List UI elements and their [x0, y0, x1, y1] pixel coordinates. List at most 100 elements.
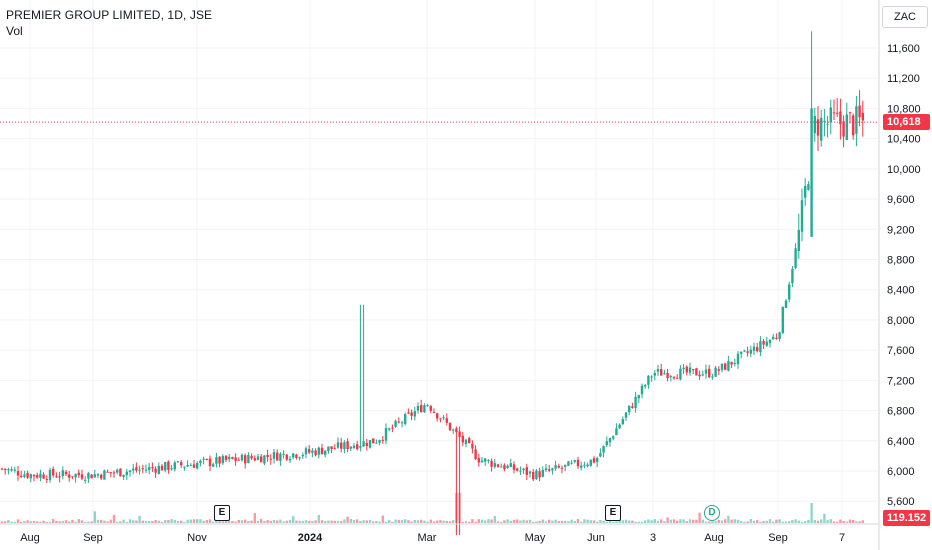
volume-bar [631, 520, 634, 523]
candle [372, 438, 375, 444]
candle [362, 304, 365, 447]
volume-bar [525, 520, 528, 523]
candle [525, 463, 528, 481]
candle [48, 467, 52, 483]
candle-body [244, 455, 247, 464]
candle [317, 446, 320, 459]
time-axis[interactable]: Aug Sep Nov 2024 Mar May Jun 3 Aug Sep 7 [20, 532, 845, 544]
candle-body [132, 468, 135, 471]
candle [180, 460, 183, 469]
volume-bar [468, 521, 471, 523]
candle [311, 448, 314, 458]
candle [288, 456, 292, 464]
candle-body [772, 336, 775, 340]
candle-body [58, 476, 61, 478]
price-tick-label: 6,800 [887, 406, 915, 418]
volume-bar [132, 520, 135, 523]
volume-bar [788, 521, 791, 523]
candle [327, 446, 330, 454]
candle-body [631, 406, 634, 409]
candle-body [461, 435, 464, 443]
candle-body [144, 469, 148, 471]
volume-bar [266, 520, 269, 523]
candle-body [839, 111, 842, 125]
candle-body [196, 463, 199, 469]
candle-body [852, 115, 855, 136]
volume-bar [26, 520, 29, 523]
volume-bar [522, 519, 525, 523]
volume-bar [221, 521, 224, 523]
volume-bar [336, 521, 340, 523]
candle-body [125, 471, 128, 476]
volume-bar [356, 519, 359, 523]
candle [708, 364, 711, 379]
candle-body [615, 428, 618, 436]
volume-bar [352, 519, 356, 523]
candle-body [90, 474, 93, 479]
candle-body [752, 346, 756, 351]
volume-bar [797, 520, 800, 523]
candle-body [109, 472, 112, 474]
earnings-marker[interactable]: E [214, 505, 230, 521]
candle-body [692, 369, 695, 371]
volume-bar [109, 519, 112, 523]
candle [496, 463, 500, 468]
candle-body [448, 422, 452, 431]
volume-bar [423, 520, 426, 523]
volume-bar [448, 521, 452, 523]
earnings-marker[interactable]: E [605, 505, 621, 521]
candle-body [324, 450, 327, 455]
candle [378, 439, 381, 446]
candle-body [759, 341, 762, 353]
volume-bar [647, 519, 650, 523]
volume-bar [685, 521, 688, 523]
volume-bar [698, 512, 701, 523]
candle-body [176, 461, 180, 463]
candle-body [576, 459, 580, 467]
candle [109, 472, 112, 478]
candle-body [688, 367, 692, 373]
candle [336, 437, 340, 449]
candle-body [26, 472, 29, 478]
candle [266, 449, 269, 462]
volume-bar [282, 521, 285, 523]
volume-bar [564, 520, 567, 523]
candle-body [672, 376, 676, 378]
volume-bar [349, 519, 352, 523]
candle [538, 467, 541, 482]
candle [832, 99, 836, 121]
volume-bar [429, 519, 432, 523]
candle [535, 469, 538, 480]
candle [784, 298, 788, 309]
candle [688, 362, 692, 376]
volume-bar [848, 519, 852, 523]
candle [589, 459, 592, 467]
price-axis[interactable]: 5,600 6,000 6,400 6,800 7,200 7,600 8,000 8,400… [887, 43, 921, 508]
candle [90, 474, 93, 479]
volume-bar [135, 520, 138, 523]
candle [800, 188, 804, 242]
candle-body [173, 462, 176, 470]
candle-body [599, 453, 602, 457]
candle [820, 109, 823, 147]
candle [836, 98, 839, 118]
volume-indicator-label[interactable]: Vol [6, 24, 23, 38]
candle-body [468, 438, 471, 444]
volume-bar [679, 519, 682, 523]
volume-bar [119, 521, 122, 523]
candle-body [250, 456, 253, 459]
currency-button[interactable]: ZAC [882, 6, 928, 28]
volume-bar [599, 519, 602, 523]
candle [768, 339, 772, 348]
volume-bar [340, 521, 343, 523]
candle [532, 468, 535, 482]
volume-bar [269, 520, 272, 523]
candle [628, 405, 631, 416]
dividend-marker[interactable]: D [704, 505, 720, 521]
symbol-title[interactable]: PREMIER GROUP LIMITED, 1D, JSE [6, 8, 213, 22]
candle-body [634, 396, 637, 409]
candle [160, 464, 164, 471]
candle-body [135, 467, 138, 471]
candle-body [96, 474, 100, 476]
